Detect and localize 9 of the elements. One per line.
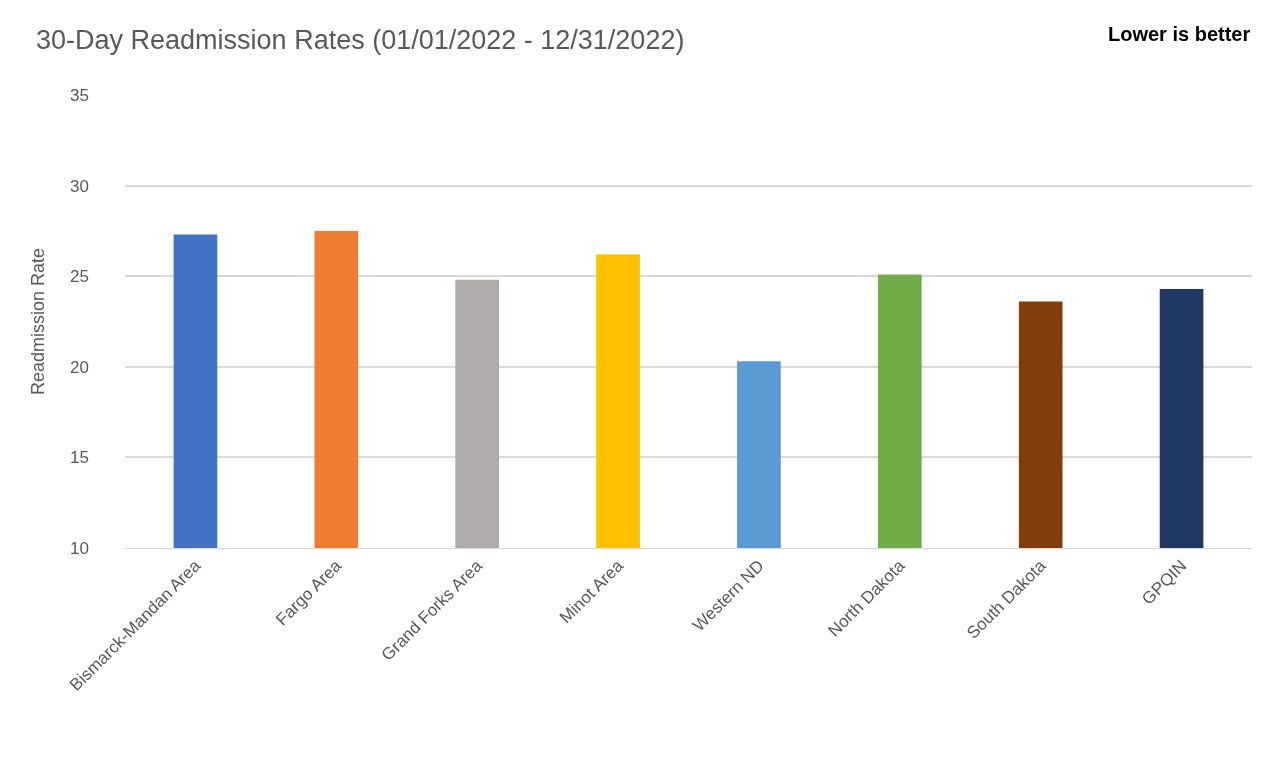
y-tick-label: 35: [70, 85, 89, 105]
y-tick-label: 15: [70, 448, 89, 468]
y-tick-label: 30: [70, 176, 89, 196]
y-tick-label: 10: [70, 538, 89, 558]
y-tick-label: 25: [70, 267, 89, 287]
y-axis-title: Readmission Rate: [28, 247, 49, 396]
y-tick-label: 20: [70, 357, 89, 377]
text: Lower is better: [1108, 23, 1251, 45]
chart-title: 30-Day Readmission Rates (01/01/2022 - 12/31/2022): [36, 25, 685, 56]
